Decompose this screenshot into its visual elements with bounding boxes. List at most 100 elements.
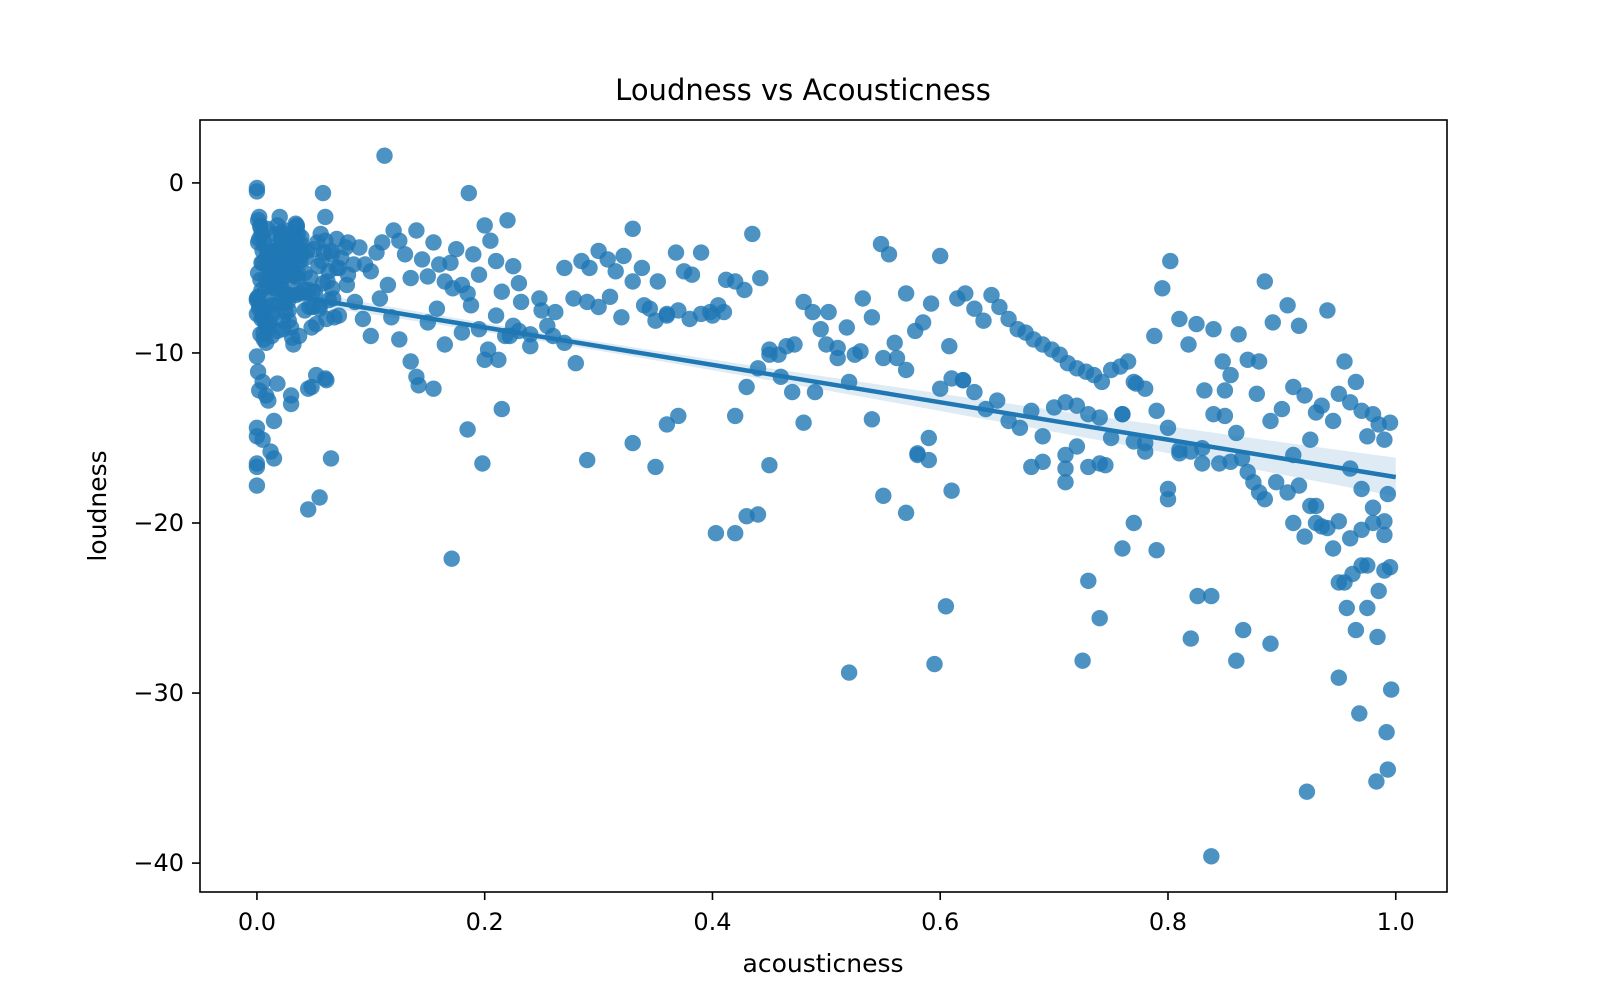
data-point [300, 281, 317, 299]
data-point [1330, 513, 1348, 530]
data-point [265, 412, 283, 430]
data-point [1011, 419, 1029, 436]
data-point [692, 244, 710, 261]
data-point [252, 271, 269, 288]
chart-title: Loudness vs Acousticness [615, 73, 991, 107]
data-point [1359, 599, 1376, 617]
data-point [1379, 485, 1397, 503]
data-point [1074, 652, 1091, 669]
data-point [888, 349, 906, 367]
data-point [286, 235, 303, 253]
data-point [806, 383, 824, 401]
data-point [1307, 497, 1325, 515]
data-point [288, 217, 305, 234]
data-point [1125, 514, 1143, 532]
data-point [413, 251, 431, 268]
data-point [1080, 572, 1097, 589]
data-point [533, 302, 550, 319]
data-point [1205, 321, 1222, 338]
data-point [402, 353, 419, 370]
data-point [1383, 681, 1400, 698]
data-point [1381, 414, 1399, 431]
data-point [601, 288, 619, 305]
data-point [1347, 621, 1365, 639]
data-point [624, 273, 641, 290]
data-point [989, 392, 1006, 409]
data-point [304, 298, 321, 316]
data-point [943, 482, 960, 499]
data-point [320, 263, 337, 280]
data-point [318, 372, 335, 389]
data-point [1203, 587, 1220, 605]
data-point [408, 368, 425, 385]
data-point [937, 598, 955, 615]
y-tick-label: −30 [133, 679, 184, 707]
data-point [707, 525, 725, 542]
data-point [624, 434, 641, 452]
data-point [922, 295, 940, 312]
data-point [1256, 273, 1274, 290]
y-tick-label: −20 [133, 509, 184, 537]
data-point [510, 275, 528, 292]
data-point [265, 450, 283, 467]
data-point [1228, 424, 1245, 442]
data-point [1298, 783, 1316, 800]
data-point [1162, 252, 1179, 270]
data-point [1189, 587, 1206, 605]
data-point [322, 450, 340, 467]
data-point [744, 225, 761, 243]
data-point [624, 220, 641, 237]
x-tick-label: 0.6 [921, 908, 959, 936]
data-point [1338, 599, 1356, 617]
data-point [1034, 453, 1051, 470]
data-point [615, 247, 632, 265]
data-point [1091, 610, 1108, 627]
data-point [727, 525, 744, 542]
data-point [752, 269, 769, 287]
data-point [391, 232, 408, 249]
data-point [1330, 574, 1348, 591]
data-point [248, 183, 266, 200]
data-point [658, 416, 676, 433]
data-point [476, 351, 493, 368]
y-tick-label: 0 [169, 169, 184, 197]
data-point [315, 244, 333, 261]
data-point [1102, 429, 1120, 447]
data-point [425, 234, 442, 251]
data-point [556, 259, 573, 277]
data-point [425, 380, 442, 397]
data-point [249, 363, 267, 380]
data-point [376, 147, 393, 164]
data-point [667, 244, 685, 261]
data-point [1359, 428, 1376, 445]
data-point [453, 324, 471, 341]
data-point [1250, 484, 1268, 501]
data-point [1330, 669, 1348, 686]
data-point [277, 303, 294, 321]
data-point [966, 300, 983, 317]
data-point [261, 314, 278, 331]
data-point [300, 380, 317, 397]
data-point [257, 334, 275, 351]
data-point [1302, 431, 1319, 448]
data-point [470, 266, 488, 283]
data-point [1353, 557, 1370, 574]
data-point [1148, 542, 1165, 559]
data-point [804, 303, 821, 321]
data-point [1353, 480, 1370, 498]
data-point [1137, 434, 1154, 452]
data-point [1091, 409, 1108, 426]
data-point [402, 269, 419, 287]
data-point [1279, 484, 1296, 501]
data-point [914, 314, 932, 331]
data-point [1319, 302, 1336, 319]
data-point [391, 331, 408, 348]
data-point [1203, 848, 1220, 865]
data-point [443, 550, 460, 567]
data-point [983, 286, 1000, 304]
data-point [460, 184, 477, 202]
data-point [1154, 280, 1171, 297]
data-point [738, 378, 755, 396]
data-point [474, 455, 491, 472]
data-point [1180, 336, 1197, 353]
